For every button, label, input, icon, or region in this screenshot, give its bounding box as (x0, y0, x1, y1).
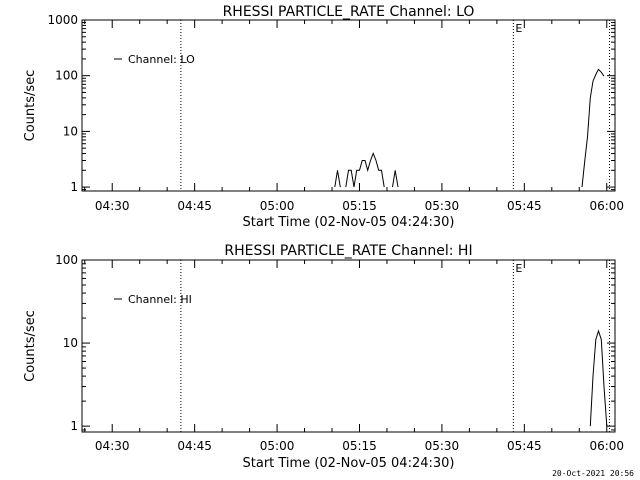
y-tick-label: 100 (55, 253, 78, 267)
time-marker-label: E (515, 262, 522, 275)
y-tick-label: 10 (63, 336, 78, 350)
x-tick-label: 04:30 (95, 439, 130, 453)
footer-timestamp: 20-Oct-2021 20:56 (552, 469, 634, 478)
x-axis-label: Start Time (02-Nov-05 04:24:30) (243, 456, 455, 471)
y-tick-label: 10 (63, 124, 78, 138)
time-marker-label: E (515, 22, 522, 35)
series-line-segment (392, 170, 399, 188)
x-tick-label: 06:00 (589, 199, 624, 213)
y-tick-label: 1 (70, 419, 78, 433)
y-tick-label: 100 (55, 69, 78, 83)
series-line-segment (345, 152, 385, 188)
y-tick-label: 1 (70, 180, 78, 194)
x-tick-label: 04:30 (95, 199, 130, 213)
x-tick-label: 04:45 (177, 199, 212, 213)
x-tick-label: 05:00 (260, 439, 295, 453)
x-tick-label: 06:00 (589, 439, 624, 453)
x-axis-label: Start Time (02-Nov-05 04:24:30) (243, 215, 455, 230)
x-tick-label: 04:45 (177, 439, 212, 453)
x-tick-label: 05:00 (260, 199, 295, 213)
x-tick-label: 05:45 (507, 199, 542, 213)
series-line-segment (589, 329, 608, 427)
x-tick-label: 05:15 (342, 199, 377, 213)
x-tick-label: 05:30 (425, 439, 460, 453)
chart-panel-2: RHESSI PARTICLE_RATE Channel: HI 1 10 100 04… (23, 243, 624, 471)
y-axis-label: Counts/sec (23, 310, 38, 382)
chart-title: RHESSI PARTICLE_RATE Channel: LO (223, 4, 475, 20)
x-tick-label: 05:30 (425, 199, 460, 213)
chart-panel-1: RHESSI PARTICLE_RATE Channel: LO 1 10 100 10… (23, 4, 624, 230)
series-line-segment (581, 68, 605, 188)
y-tick-label: 1000 (47, 13, 78, 27)
legend-entry: Channel: LO (128, 53, 195, 66)
series-line-segment (334, 170, 341, 188)
plot-frame (81, 259, 616, 433)
x-tick-label: 05:15 (342, 439, 377, 453)
chart-title: RHESSI PARTICLE_RATE Channel: HI (224, 243, 472, 259)
legend-entry: Channel: HI (128, 293, 192, 306)
y-axis-label: Counts/sec (23, 70, 38, 142)
plot-frame (81, 19, 616, 192)
x-tick-label: 05:45 (507, 439, 542, 453)
